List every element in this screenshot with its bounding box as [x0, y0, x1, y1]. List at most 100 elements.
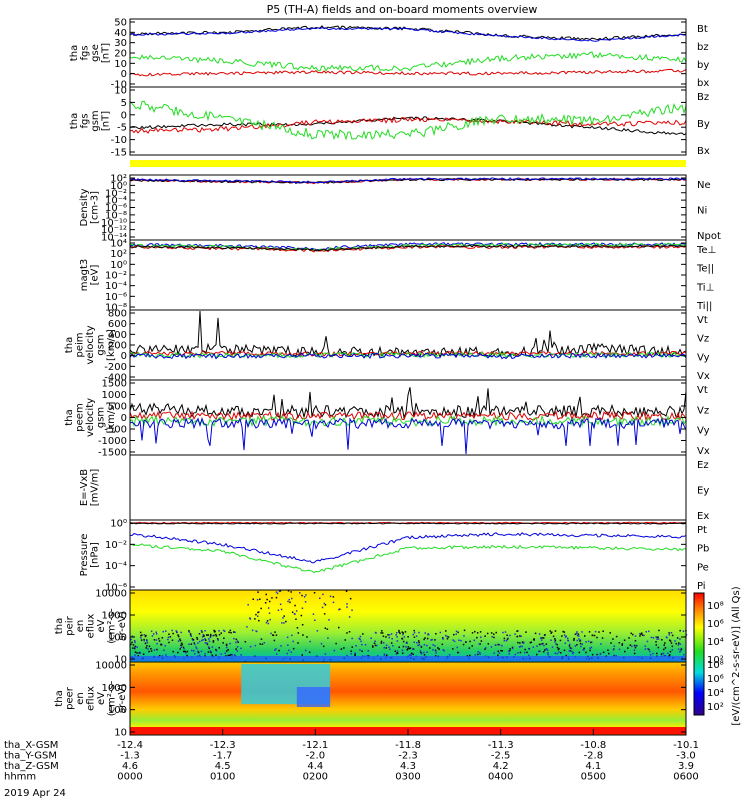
colorbar-tick: 10⁶	[707, 619, 724, 630]
legend-Te⊥: Te⊥	[696, 245, 716, 256]
te-par-line	[130, 244, 687, 252]
xaxis-tick-label: 0000	[117, 772, 142, 783]
panel-frame-temperature	[129, 239, 687, 311]
panel-frame-fgs-gsm	[129, 86, 687, 156]
pb-line	[129, 521, 687, 524]
ytick-label: 10⁰	[110, 519, 127, 530]
ylabel-line: en	[75, 620, 86, 633]
ylabel-line: peim	[75, 332, 86, 357]
date-label: 2019 Apr 24	[4, 788, 66, 799]
xaxis-tick-label: -1.3	[120, 751, 140, 762]
legend-by: by	[697, 60, 709, 71]
ylabel-line: velocity	[85, 325, 96, 364]
ti-par-line	[129, 242, 687, 252]
legend-Npot: Npot	[697, 231, 721, 242]
legend-Vt: Vt	[697, 315, 708, 326]
legend-Ey: Ey	[697, 486, 709, 497]
xaxis-tick-label: 3.9	[678, 761, 694, 772]
xaxis-tick-label: -12.3	[210, 740, 236, 751]
ytick-label: 10⁻⁴	[105, 281, 127, 292]
ylabel-line: tha	[54, 618, 65, 634]
vt-peim-line	[129, 310, 687, 359]
xaxis-tick-label: -10.1	[673, 740, 699, 751]
ylabel-line: [nT]	[101, 111, 112, 131]
ytick-label: -400	[104, 373, 127, 384]
ytick-label: -1500	[98, 448, 127, 459]
ytick-label: 1000	[102, 611, 127, 622]
ytick-label: 30	[114, 38, 127, 49]
legend-bz: bz	[697, 42, 709, 53]
ytick-label: 10⁻⁶	[105, 583, 127, 594]
xaxis-tick-label: 0100	[210, 772, 235, 783]
vy-peem-line	[129, 414, 687, 428]
ytick-label: 10	[114, 59, 127, 70]
ytick-label: -200	[104, 362, 127, 373]
legend-bx: bx	[697, 78, 709, 89]
ytick-label: 500	[108, 402, 127, 413]
ytick-label: 40	[114, 28, 127, 39]
ytick-label: 0	[121, 351, 127, 362]
ytick-label: 10²	[110, 249, 127, 260]
ytick-label: -500	[104, 425, 127, 436]
xaxis-row-label: tha_Y-GSM	[4, 751, 57, 762]
xaxis-tick-label: 4.6	[122, 761, 138, 772]
ytick-label: 10⁻¹⁴	[101, 233, 127, 244]
legend-Vy: Vy	[697, 426, 710, 437]
xaxis-tick-label: -3.0	[676, 751, 696, 762]
peer-dropout-core	[296, 687, 331, 707]
bx-gsm-line	[129, 116, 687, 136]
ytick-label: 10⁻²	[105, 540, 127, 551]
colorbar	[693, 592, 705, 716]
peir-low-energy-band	[130, 656, 686, 661]
xaxis-tick-label: -10.8	[580, 740, 606, 751]
xaxis-tick-label: 0600	[673, 772, 698, 783]
ytick-label: -15	[111, 148, 127, 159]
ylabel-line: fgs	[80, 113, 91, 128]
ytick-label: 0	[121, 413, 127, 424]
bx-line	[129, 27, 687, 42]
ytick-label: 10	[114, 728, 127, 739]
ylabel-fgs-gse: thafgsgse[nT]	[69, 43, 112, 63]
xaxis-tick-label: 0400	[488, 772, 513, 783]
ylabel-line: [mV/m]	[90, 469, 101, 507]
legend-Ne: Ne	[697, 180, 711, 191]
ytick-label: 800	[108, 309, 127, 320]
panel-efield	[129, 454, 687, 521]
legend-By: By	[697, 119, 710, 130]
ytick-label: -5	[117, 123, 127, 134]
legend-Te||: Te||	[696, 264, 714, 275]
ylabel-line: (cm²-s-	[107, 608, 118, 644]
by-gsm-line	[129, 100, 687, 141]
xaxis-tick-label: -12.4	[117, 740, 143, 751]
ytick-label: 50	[114, 18, 127, 29]
ytick-label: 600	[108, 319, 127, 330]
colorbar-label: [eV/(cm^2-s-sr-eV)] (All Qs)	[731, 586, 742, 725]
ylabel-line: eflux	[86, 614, 97, 639]
legend-Pt: Pt	[697, 525, 707, 536]
panel-frame-efield	[129, 454, 687, 521]
ytick-label: 200	[108, 341, 127, 352]
ylabel-line: sr-eV)	[117, 611, 128, 640]
pt-line	[129, 522, 687, 525]
npot-line	[129, 177, 686, 184]
ylabel-density: Density[cm-3]	[79, 188, 101, 226]
legend-Vx: Vx	[697, 371, 710, 382]
ylabel-line: gsm	[96, 407, 107, 428]
ylabel-line: velocity	[85, 398, 96, 437]
by-line	[129, 51, 687, 72]
ytick-label: 10000	[95, 661, 127, 672]
ylabel-line: peer	[65, 686, 76, 710]
ylabel-line: tha	[69, 113, 80, 129]
ylabel-line: fgs	[80, 45, 91, 60]
bz-line	[129, 68, 687, 77]
legend-Vz: Vz	[697, 334, 709, 345]
ylabel-line: magt3	[79, 259, 90, 292]
peir-spectrogram	[130, 590, 686, 662]
ytick-label: 20	[114, 49, 127, 60]
ylabel-line: [eV]	[90, 265, 101, 286]
legend-Bt: Bt	[697, 24, 708, 35]
